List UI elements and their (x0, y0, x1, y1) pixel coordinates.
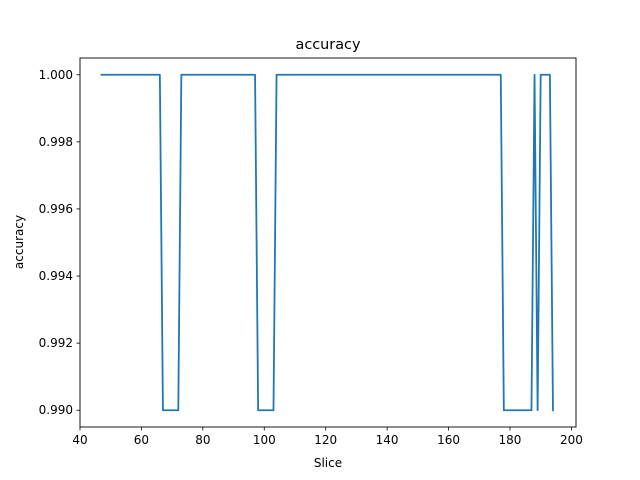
x-tick-label: 160 (437, 433, 460, 447)
x-tick-label: 120 (314, 433, 337, 447)
y-tick-label: 0.998 (39, 135, 73, 149)
x-tick-label: 140 (376, 433, 399, 447)
y-axis-label: accuracy (12, 215, 26, 269)
chart-title: accuracy (296, 37, 361, 53)
x-tick-label: 180 (499, 433, 522, 447)
y-axis-ticks: 0.990 0.992 0.994 0.996 0.998 1.000 (39, 68, 80, 417)
y-tick-label: 0.994 (39, 269, 73, 283)
x-tick-label: 100 (253, 433, 276, 447)
x-axis-label: Slice (314, 456, 342, 470)
x-tick-label: 60 (134, 433, 149, 447)
accuracy-series-line (100, 73, 554, 412)
y-tick-label: 1.000 (39, 68, 73, 82)
y-tick-label: 0.992 (39, 336, 73, 350)
y-tick-label: 0.996 (39, 202, 73, 216)
x-tick-label: 80 (195, 433, 210, 447)
x-axis-ticks: 40 60 80 100 120 140 160 180 200 (72, 427, 583, 447)
x-tick-label: 40 (72, 433, 87, 447)
x-tick-label: 200 (560, 433, 583, 447)
plot-frame (79, 57, 577, 428)
y-tick-label: 0.990 (39, 403, 73, 417)
